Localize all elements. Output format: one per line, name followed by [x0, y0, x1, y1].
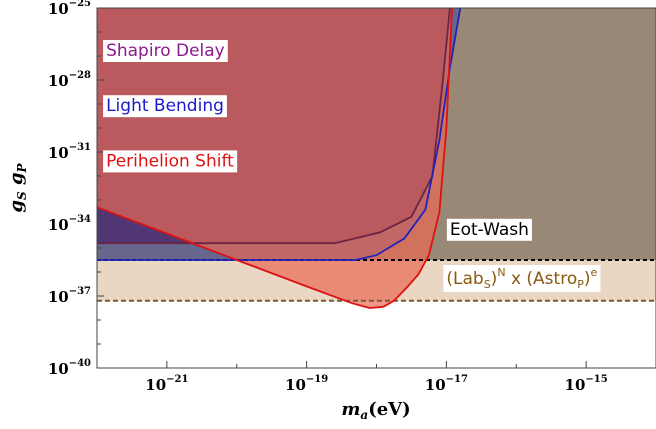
svg-text:(LabS)N x (AstroP)e: (LabS)N x (AstroP)e: [446, 266, 597, 291]
boundary-shapiro-delay: [97, 8, 451, 245]
labels-layer: Shapiro Delay Light Bending Perihelion Shi…: [103, 40, 601, 292]
region-perihelion-shift: [97, 8, 452, 308]
x-tick-label: 10−21: [145, 374, 188, 394]
label-lab-astro: (LabS)N x (AstroP)e: [443, 265, 601, 292]
y-tick-label: 10−34: [48, 214, 91, 234]
label-perihelion-shift: Perihelion Shift: [103, 150, 238, 173]
y-tick-label: 10−37: [48, 286, 91, 306]
y-tick-label: 10−40: [48, 358, 91, 378]
svg-text:Eot-Wash: Eot-Wash: [450, 220, 529, 240]
y-axis-title: gS gP: [6, 162, 29, 212]
y-tick-label: 10−31: [48, 142, 91, 162]
svg-text:Shapiro Delay: Shapiro Delay: [106, 41, 225, 61]
x-axis-title: ma(eV): [341, 399, 410, 422]
boundary-perihelion-shift: [97, 8, 453, 309]
label-light-bending: Light Bending: [103, 95, 227, 118]
x-tick-label: 10−15: [565, 374, 608, 394]
y-tick-label: 10−28: [48, 70, 91, 90]
lines-layer: [97, 8, 656, 309]
x-tick-label: 10−19: [285, 374, 328, 394]
y-tick-label: 10−25: [48, 0, 91, 18]
x-tick-label: 10−17: [425, 374, 468, 394]
label-eot-wash: Eot-Wash: [446, 218, 532, 241]
svg-text:Light Bending: Light Bending: [106, 96, 224, 116]
ticks-layer: 10−21 10−19 10−17 10−15 10−25 10−28 10−31 10−34…: [48, 0, 656, 394]
label-shapiro-delay: Shapiro Delay: [103, 40, 228, 62]
svg-text:Perihelion Shift: Perihelion Shift: [106, 151, 234, 171]
